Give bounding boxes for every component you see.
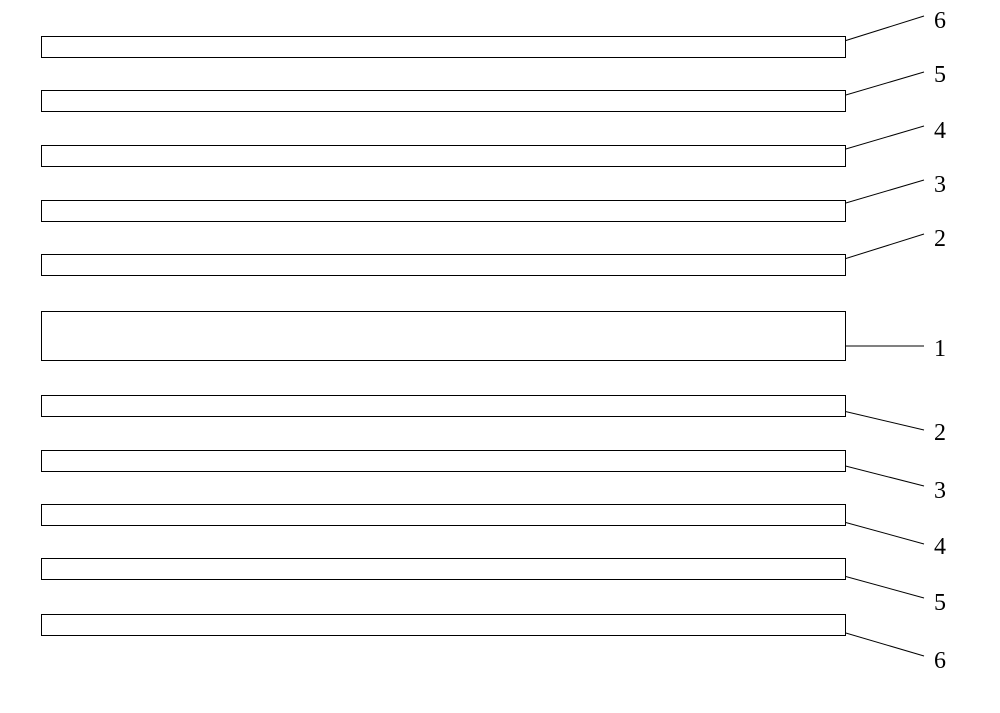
- layer-6-top: [41, 36, 846, 58]
- layer-1-center: [41, 311, 846, 361]
- label-layer-5-top: 5: [934, 62, 946, 89]
- layer-6-bottom: [41, 614, 846, 636]
- label-layer-4-top: 4: [934, 118, 946, 145]
- label-layer-1-center: 1: [934, 336, 946, 363]
- label-layer-3-top: 3: [934, 172, 946, 199]
- label-layer-6-bottom: 6: [934, 648, 946, 675]
- layer-4-top: [41, 145, 846, 167]
- layer-3-bottom: [41, 450, 846, 472]
- label-layer-3-bottom: 3: [934, 478, 946, 505]
- layer-5-top: [41, 90, 846, 112]
- label-layer-5-bottom: 5: [934, 590, 946, 617]
- layer-2-top: [41, 254, 846, 276]
- label-layer-6-top: 6: [934, 8, 946, 35]
- label-layer-2-top: 2: [934, 226, 946, 253]
- layer-2-bottom: [41, 395, 846, 417]
- label-layer-4-bottom: 4: [934, 534, 946, 561]
- label-layer-2-bottom: 2: [934, 420, 946, 447]
- layer-5-bottom: [41, 558, 846, 580]
- layer-4-bottom: [41, 504, 846, 526]
- layer-3-top: [41, 200, 846, 222]
